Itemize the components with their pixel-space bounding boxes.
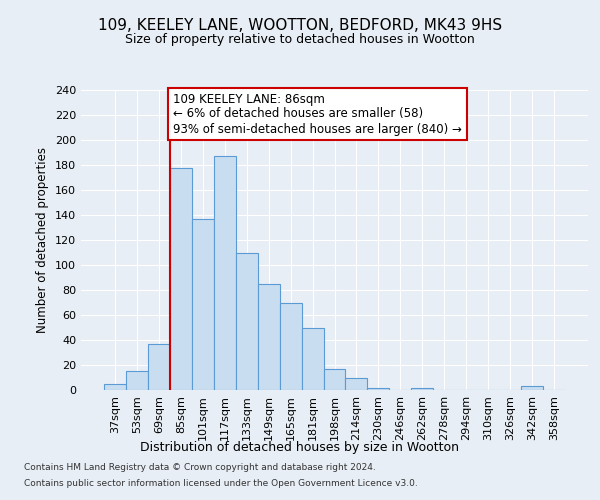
Bar (521, 386, 543, 390)
Bar (104, 384, 126, 390)
Y-axis label: Number of detached properties: Number of detached properties (37, 147, 49, 333)
Text: 109 KEELEY LANE: 86sqm
← 6% of detached houses are smaller (58)
93% of semi-deta: 109 KEELEY LANE: 86sqm ← 6% of detached … (173, 92, 462, 136)
Bar (126, 371, 148, 390)
Bar (412, 388, 433, 390)
Text: Contains public sector information licensed under the Open Government Licence v3: Contains public sector information licen… (24, 478, 418, 488)
Bar (214, 156, 236, 390)
Bar (236, 252, 257, 390)
Text: 109, KEELEY LANE, WOOTTON, BEDFORD, MK43 9HS: 109, KEELEY LANE, WOOTTON, BEDFORD, MK43… (98, 18, 502, 32)
Bar (323, 369, 346, 390)
Bar (257, 284, 280, 390)
Text: Distribution of detached houses by size in Wootton: Distribution of detached houses by size … (140, 441, 460, 454)
Text: Contains HM Land Registry data © Crown copyright and database right 2024.: Contains HM Land Registry data © Crown c… (24, 464, 376, 472)
Bar (192, 219, 214, 390)
Bar (280, 302, 302, 390)
Bar (346, 378, 367, 390)
Text: Size of property relative to detached houses in Wootton: Size of property relative to detached ho… (125, 32, 475, 46)
Bar (302, 328, 323, 390)
Bar (367, 388, 389, 390)
Bar (170, 168, 192, 390)
Bar (148, 344, 170, 390)
